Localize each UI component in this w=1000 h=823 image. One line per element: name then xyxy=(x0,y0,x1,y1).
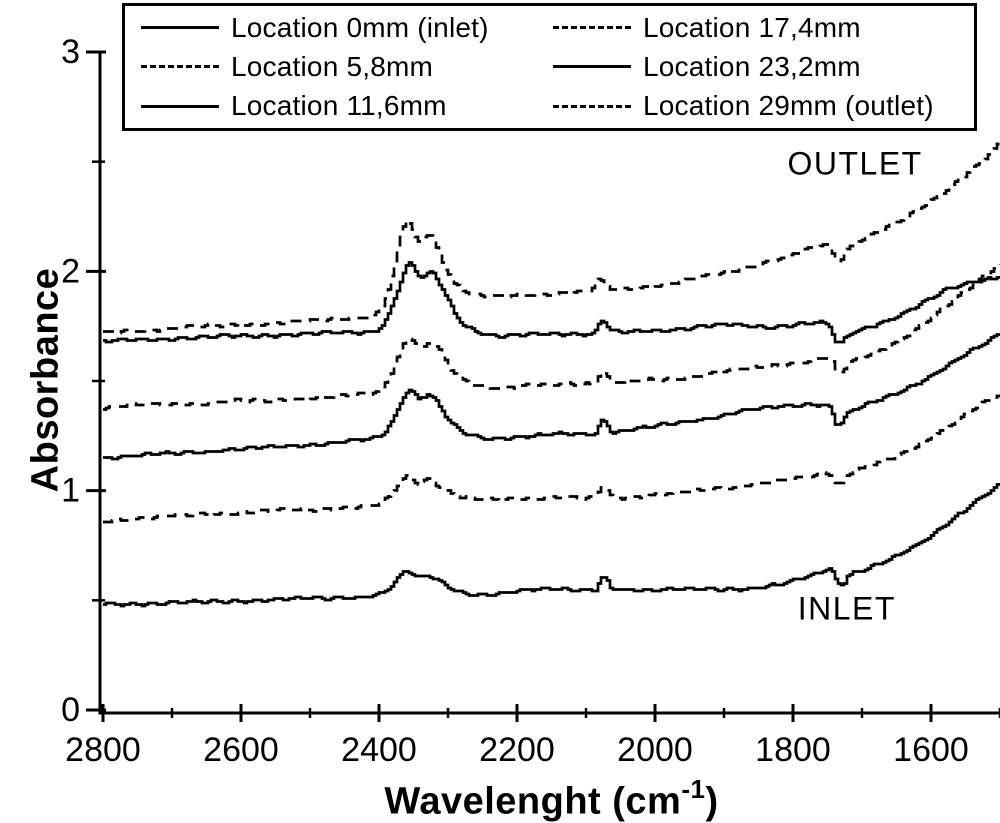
legend-item: Location 29mm (outlet) xyxy=(553,90,974,122)
x-tick-label: 2400 xyxy=(341,731,417,769)
legend-line-sample xyxy=(553,65,631,69)
x-axis-title-text: Wavelenght (cm xyxy=(384,780,682,823)
x-axis-title-superscript: -1 xyxy=(681,774,706,804)
y-axis-title: Absorbance xyxy=(24,267,67,493)
x-tick-label: 2200 xyxy=(479,731,555,769)
x-tick-label: 2600 xyxy=(203,731,279,769)
x-tick-label: 2800 xyxy=(65,731,141,769)
legend-label: Location 17,4mm xyxy=(643,11,861,43)
spectrum-curve xyxy=(103,483,1000,608)
legend-line-sample xyxy=(141,26,219,30)
legend-label: Location 5,8mm xyxy=(231,50,434,82)
legend-label: Location 23,2mm xyxy=(643,50,861,82)
spectrum-curve xyxy=(103,264,1000,411)
legend-line-sample xyxy=(553,26,631,30)
y-tick-label: 1 xyxy=(61,472,80,510)
x-axis-title: Wavelenght (cm-1) xyxy=(103,774,1000,823)
spectrum-curve xyxy=(103,141,1000,335)
legend-label: Location 0mm (inlet) xyxy=(231,11,489,43)
legend-item: Location 5,8mm xyxy=(141,51,553,83)
legend-line-sample xyxy=(553,104,631,108)
legend-line-sample xyxy=(141,65,219,69)
x-axis-title-suffix: ) xyxy=(705,780,719,823)
inlet-annotation: INLET xyxy=(797,590,896,627)
legend-item: Location 11,6mm xyxy=(141,90,553,122)
spectrum-curve xyxy=(103,261,1000,344)
x-tick-label: 1600 xyxy=(893,731,969,769)
legend-item: Location 23,2mm xyxy=(553,51,974,83)
legend-item: Location 0mm (inlet) xyxy=(141,12,553,44)
legend-label: Location 29mm (outlet) xyxy=(643,90,934,122)
legend-label: Location 11,6mm xyxy=(231,90,447,122)
y-tick-label: 3 xyxy=(61,33,80,71)
y-tick-label: 0 xyxy=(61,691,80,729)
x-tick-label: 1800 xyxy=(755,731,831,769)
legend-box: Location 0mm (inlet) Location 5,8mm Loca… xyxy=(122,3,977,131)
legend-item: Location 17,4mm xyxy=(553,12,974,44)
legend-line-sample xyxy=(141,104,219,108)
x-tick-label: 2000 xyxy=(617,731,693,769)
spectrum-curve xyxy=(103,333,1000,461)
outlet-annotation: OUTLET xyxy=(787,145,923,182)
spectrum-curve xyxy=(103,394,1000,524)
y-tick-label: 2 xyxy=(61,252,80,290)
